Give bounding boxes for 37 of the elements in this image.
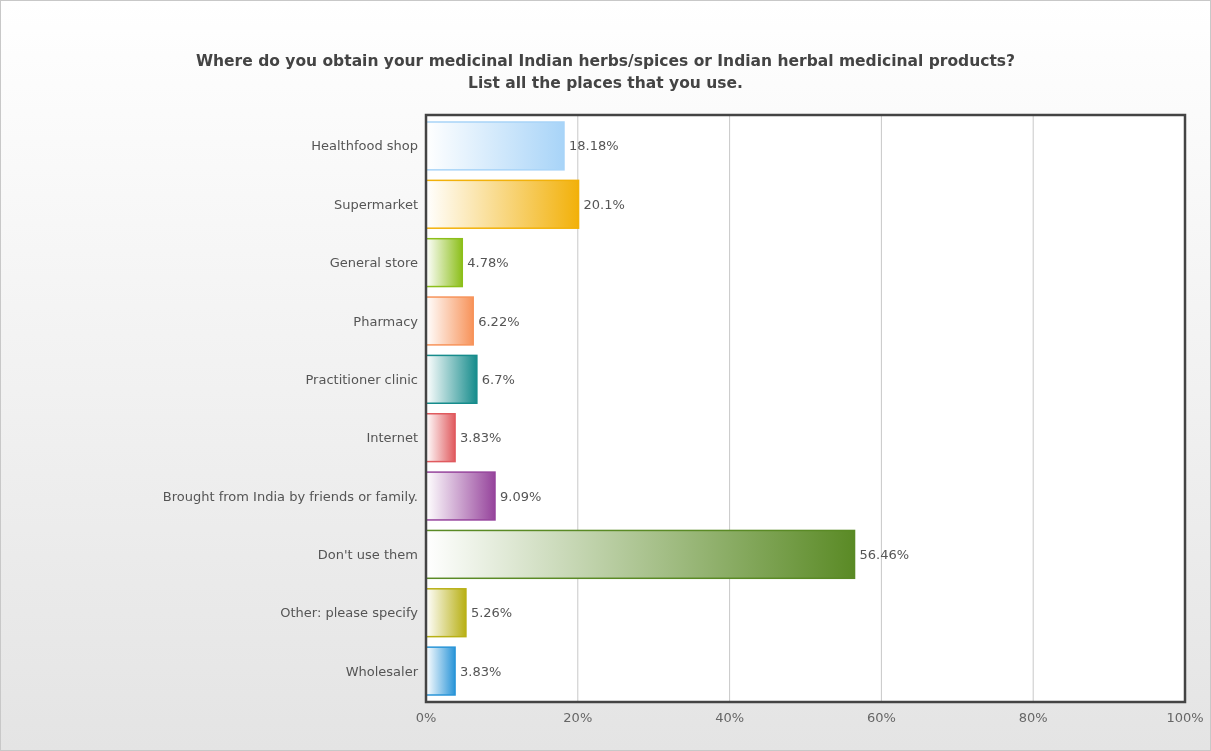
y-tick-label: General store (329, 255, 418, 271)
y-tick-label: Internet (366, 430, 418, 446)
bar (425, 588, 467, 638)
bar (425, 646, 456, 696)
data-label: 20.1% (583, 196, 625, 212)
bar (425, 354, 478, 404)
x-tick-label: 40% (715, 710, 745, 725)
data-label: 18.18% (568, 138, 619, 154)
bar (425, 237, 464, 288)
y-tick-label: Brought from India by friends or family. (162, 488, 418, 504)
data-label: 6.7% (481, 371, 515, 387)
data-label: 9.09% (499, 488, 542, 504)
y-tick-label: Supermarket (334, 196, 418, 212)
bar (425, 296, 474, 346)
x-tick-label: 60% (866, 710, 896, 725)
data-label: 6.22% (478, 313, 520, 329)
data-label: 3.83% (460, 430, 502, 446)
bar (425, 121, 565, 171)
y-tick-label: Pharmacy (353, 313, 419, 329)
bar (425, 529, 856, 580)
bar (425, 471, 496, 521)
y-tick-label: Practitioner clinic (305, 371, 418, 387)
data-label: 3.83% (460, 663, 502, 679)
data-label: 5.26% (470, 605, 513, 621)
y-tick-label: Wholesaler (345, 663, 419, 679)
x-tick-label: 20% (563, 710, 593, 725)
y-tick-label: Don't use them (317, 546, 418, 562)
x-tick-label: 80% (1018, 710, 1048, 725)
y-tick-label: Healthfood shop (311, 138, 418, 154)
x-tick-label: 0% (415, 710, 437, 725)
x-tick-label: 100% (1166, 710, 1204, 725)
y-tick-label: Other: please specify (280, 605, 419, 621)
bar (425, 179, 580, 229)
data-label: 4.78% (467, 255, 509, 271)
chart-title: Where do you obtain your medicinal Indian herbs/spices or Indian herbal medicinal products? List all the places that you use. (195, 52, 1016, 92)
bar (425, 413, 456, 463)
data-label: 56.46% (859, 546, 910, 562)
